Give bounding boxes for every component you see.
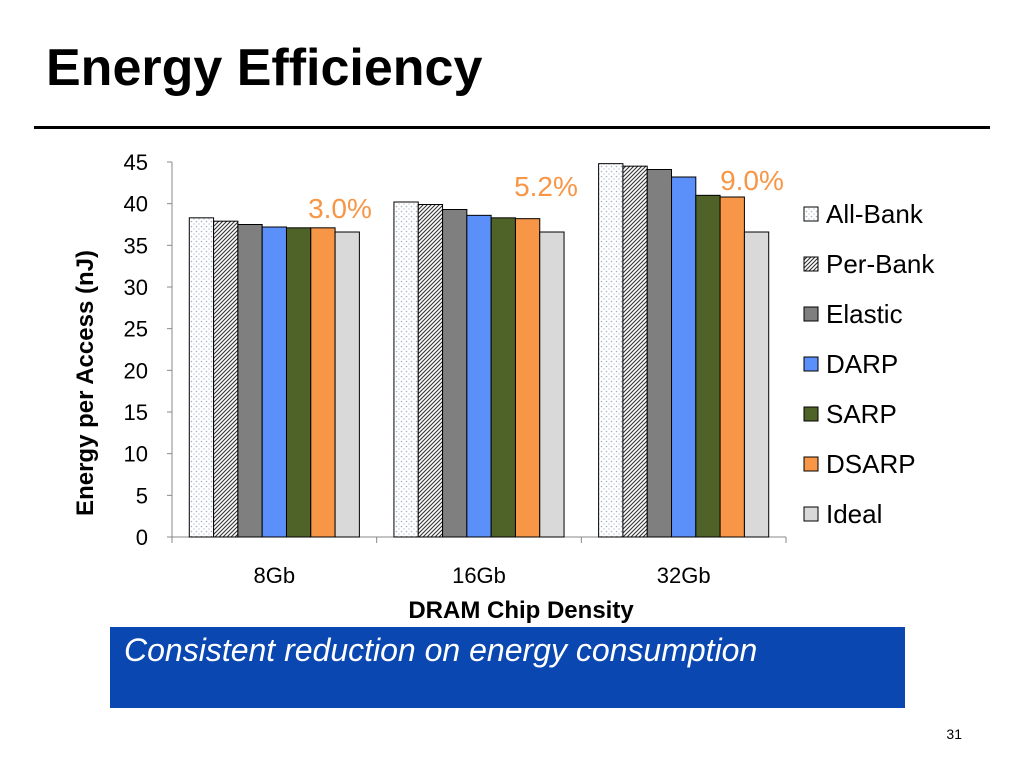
energy-bar-chart: 0 5 10 15 20 25 30 35 40 45 8Gb 16Gb 32Gb 3.0% 5.2% 9.0… bbox=[72, 150, 935, 624]
bar-darp-16gb bbox=[466, 214, 492, 538]
y-tick-label: 35 bbox=[124, 233, 148, 258]
bar-sarp-8gb bbox=[285, 227, 312, 538]
legend-label-dsarp: DSARP bbox=[826, 449, 916, 479]
bar-per-bank-8gb bbox=[213, 220, 239, 538]
bar-dsarp-32gb bbox=[719, 196, 745, 538]
legend-label-all-bank: All-Bank bbox=[826, 199, 924, 229]
y-tick-label: 40 bbox=[124, 192, 148, 217]
bar-per-bank-16gb bbox=[417, 204, 444, 538]
y-tick-label: 45 bbox=[124, 150, 148, 175]
bar-dsarp-16gb bbox=[514, 218, 541, 538]
y-tick-label: 20 bbox=[124, 358, 148, 383]
y-tick-label: 25 bbox=[124, 317, 148, 342]
legend-swatch-sarp bbox=[803, 406, 819, 422]
reduction-annotation: 3.0% bbox=[308, 193, 372, 224]
x-axis-title: DRAM Chip Density bbox=[408, 597, 634, 624]
bar-darp-32gb bbox=[671, 176, 697, 538]
page-number: 31 bbox=[946, 726, 962, 742]
x-tick-label: 32Gb bbox=[657, 563, 711, 588]
x-tick-label: 8Gb bbox=[254, 563, 296, 588]
title-divider bbox=[34, 126, 990, 129]
legend-label-elastic: Elastic bbox=[826, 299, 903, 329]
bar-darp-8gb bbox=[261, 226, 287, 538]
legend-label-ideal: Ideal bbox=[826, 499, 882, 529]
slide-title: Energy Efficiency bbox=[46, 39, 483, 97]
legend-swatch-ideal bbox=[803, 506, 819, 522]
legend-swatch-dsarp bbox=[803, 456, 819, 472]
legend-swatch-darp bbox=[803, 356, 819, 372]
bar-all-bank-16gb bbox=[393, 201, 419, 538]
legend-swatch-elastic bbox=[803, 306, 819, 322]
bar-elastic-8gb bbox=[237, 224, 263, 538]
y-tick-label: 0 bbox=[136, 525, 148, 550]
legend-label-per-bank: Per-Bank bbox=[826, 249, 935, 279]
reduction-annotation: 9.0% bbox=[720, 165, 784, 196]
bar-all-bank-8gb bbox=[188, 217, 215, 538]
legend-swatch-all-bank bbox=[803, 206, 819, 222]
bar-sarp-32gb bbox=[695, 194, 721, 538]
y-tick-label: 10 bbox=[124, 442, 148, 467]
bar-ideal-8gb bbox=[334, 231, 360, 538]
y-axis-title: Energy per Access (nJ) bbox=[72, 250, 99, 516]
bar-ideal-32gb bbox=[743, 231, 770, 538]
bar-ideal-16gb bbox=[539, 231, 565, 538]
bar-elastic-32gb bbox=[646, 169, 673, 538]
y-tick-label: 5 bbox=[136, 483, 148, 508]
callout-text: Consistent reduction on energy consumpti… bbox=[124, 632, 758, 668]
y-tick-label: 30 bbox=[124, 275, 148, 300]
legend-label-darp: DARP bbox=[826, 349, 898, 379]
bar-per-bank-32gb bbox=[622, 165, 648, 538]
x-tick-label: 16Gb bbox=[452, 563, 506, 588]
callout-box: Consistent reduction on energy consumpti… bbox=[110, 627, 905, 708]
y-tick-label: 15 bbox=[124, 400, 148, 425]
reduction-annotation: 5.2% bbox=[514, 171, 578, 202]
legend-label-sarp: SARP bbox=[826, 399, 897, 429]
bar-sarp-16gb bbox=[490, 217, 516, 538]
bar-elastic-16gb bbox=[442, 209, 468, 538]
bar-all-bank-32gb bbox=[598, 163, 624, 538]
bar-dsarp-8gb bbox=[310, 227, 336, 538]
legend-swatch-per-bank bbox=[803, 256, 819, 272]
